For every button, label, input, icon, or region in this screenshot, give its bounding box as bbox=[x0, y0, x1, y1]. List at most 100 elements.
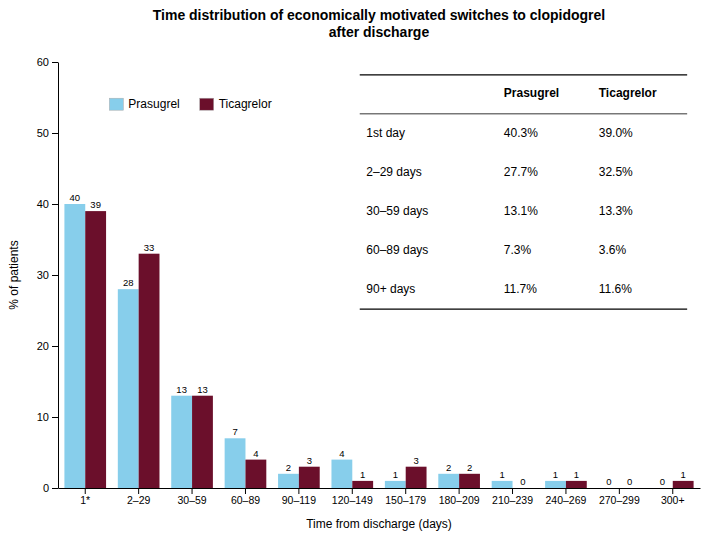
bar bbox=[513, 488, 534, 489]
table-cell: 13.3% bbox=[599, 204, 633, 218]
y-tick-mark bbox=[52, 62, 58, 63]
y-tick: 20 bbox=[37, 340, 58, 352]
y-tick-label: 20 bbox=[37, 340, 49, 352]
x-tick-label: 150–179 bbox=[385, 494, 426, 506]
data-label: 0 bbox=[520, 476, 525, 487]
table-cell: 11.7% bbox=[504, 282, 537, 296]
x-tick: 90–119 bbox=[282, 488, 316, 506]
data-label: 40 bbox=[70, 192, 81, 203]
table-cell: 1st day bbox=[366, 126, 405, 140]
x-tick: 30–59 bbox=[177, 488, 206, 506]
x-axis-title: Time from discharge (days) bbox=[306, 517, 452, 531]
x-tick-label: 120–149 bbox=[332, 494, 373, 506]
bar bbox=[545, 481, 566, 488]
data-label: 2 bbox=[467, 462, 472, 473]
x-tick-label: 1* bbox=[80, 494, 90, 506]
table-cell: 90+ days bbox=[366, 282, 415, 296]
table-cell: 30–59 days bbox=[366, 204, 428, 218]
bar bbox=[438, 474, 459, 488]
bar bbox=[652, 488, 673, 489]
x-tick-mark bbox=[298, 488, 299, 494]
x-tick-mark bbox=[85, 488, 86, 494]
data-label: 13 bbox=[176, 384, 187, 395]
data-label: 4 bbox=[253, 448, 258, 459]
table-cell: 60–89 days bbox=[366, 243, 428, 257]
table-cell: 7.3% bbox=[504, 243, 532, 257]
data-label: 1 bbox=[553, 469, 558, 480]
x-axis-line bbox=[59, 488, 701, 489]
data-label: 2 bbox=[446, 462, 451, 473]
data-label: 0 bbox=[660, 476, 665, 487]
bar bbox=[492, 481, 513, 488]
y-tick: 40 bbox=[37, 198, 58, 210]
y-tick-label: 30 bbox=[37, 269, 49, 281]
x-tick: 210–239 bbox=[492, 488, 533, 506]
x-tick-mark bbox=[619, 488, 620, 494]
x-tick-label: 60–89 bbox=[231, 494, 260, 506]
table-cell: 27.7% bbox=[504, 165, 538, 179]
bar bbox=[459, 474, 480, 488]
chart-svg: 01020304050601*2–2930–5960–8990–119120–1… bbox=[0, 0, 720, 540]
table-cell: 40.3% bbox=[504, 126, 538, 140]
bar bbox=[599, 488, 620, 489]
legend-swatch bbox=[200, 98, 214, 110]
x-tick-label: 2–29 bbox=[127, 494, 151, 506]
y-tick-label: 10 bbox=[37, 411, 49, 423]
table-rule bbox=[360, 113, 687, 114]
legend-swatch bbox=[109, 98, 123, 110]
bar-series bbox=[85, 211, 693, 488]
table-rule bbox=[360, 308, 687, 309]
y-tick: 30 bbox=[37, 269, 58, 281]
bar bbox=[278, 474, 299, 488]
data-label: 3 bbox=[307, 455, 312, 466]
data-labels: 402813724121100393313431320101 bbox=[70, 192, 686, 487]
inset-table: PrasugrelTicagrelor1st day40.3%39.0%2–29… bbox=[360, 75, 687, 309]
bar-series bbox=[64, 204, 566, 488]
data-label: 0 bbox=[606, 476, 611, 487]
y-tick-mark bbox=[52, 417, 58, 418]
bar bbox=[566, 481, 587, 488]
data-label: 1 bbox=[393, 469, 398, 480]
y-tick-label: 50 bbox=[37, 127, 49, 139]
y-tick-label: 60 bbox=[37, 56, 49, 68]
legend-label: Ticagrelor bbox=[219, 97, 272, 111]
x-tick-label: 90–119 bbox=[282, 494, 316, 506]
y-tick-label: 0 bbox=[43, 482, 49, 494]
bar bbox=[406, 467, 427, 488]
data-label: 2 bbox=[286, 462, 291, 473]
legend-label: Prasugrel bbox=[128, 97, 179, 111]
plot-area: 01020304050601*2–2930–5960–8990–119120–1… bbox=[7, 56, 701, 531]
table-cell: 11.6% bbox=[599, 282, 632, 296]
x-tick-label: 270–299 bbox=[599, 494, 640, 506]
x-tick-label: 240–269 bbox=[545, 494, 586, 506]
bar bbox=[64, 204, 85, 488]
x-tick-mark bbox=[459, 488, 460, 494]
y-tick: 50 bbox=[37, 127, 58, 139]
data-label: 1 bbox=[574, 469, 579, 480]
data-label: 33 bbox=[144, 242, 155, 253]
x-tick: 240–269 bbox=[545, 488, 586, 506]
table-cell: 2–29 days bbox=[366, 165, 421, 179]
x-tick-mark bbox=[245, 488, 246, 494]
x-tick-mark bbox=[138, 488, 139, 494]
y-tick: 60 bbox=[37, 56, 58, 68]
legend-item: Ticagrelor bbox=[200, 97, 272, 111]
y-tick-mark bbox=[52, 488, 58, 489]
x-tick-mark bbox=[405, 488, 406, 494]
data-label: 39 bbox=[90, 199, 101, 210]
bar bbox=[171, 396, 192, 488]
x-tick: 60–89 bbox=[231, 488, 260, 506]
y-tick: 10 bbox=[37, 411, 58, 423]
y-tick-mark bbox=[52, 133, 58, 134]
data-label: 28 bbox=[123, 277, 134, 288]
table-cell: 39.0% bbox=[599, 126, 633, 140]
y-axis: 0 10 20 30 40 50 60 bbox=[37, 56, 59, 494]
bar bbox=[619, 488, 640, 489]
x-tick: 270–299 bbox=[599, 488, 640, 506]
table-cell: 13.1% bbox=[504, 204, 538, 218]
x-tick: 1* bbox=[80, 488, 90, 506]
x-tick-mark bbox=[512, 488, 513, 494]
chart-title: Time distribution of economically motiva… bbox=[153, 7, 605, 40]
x-tick-mark bbox=[352, 488, 353, 494]
table-cell: 3.6% bbox=[599, 243, 627, 257]
